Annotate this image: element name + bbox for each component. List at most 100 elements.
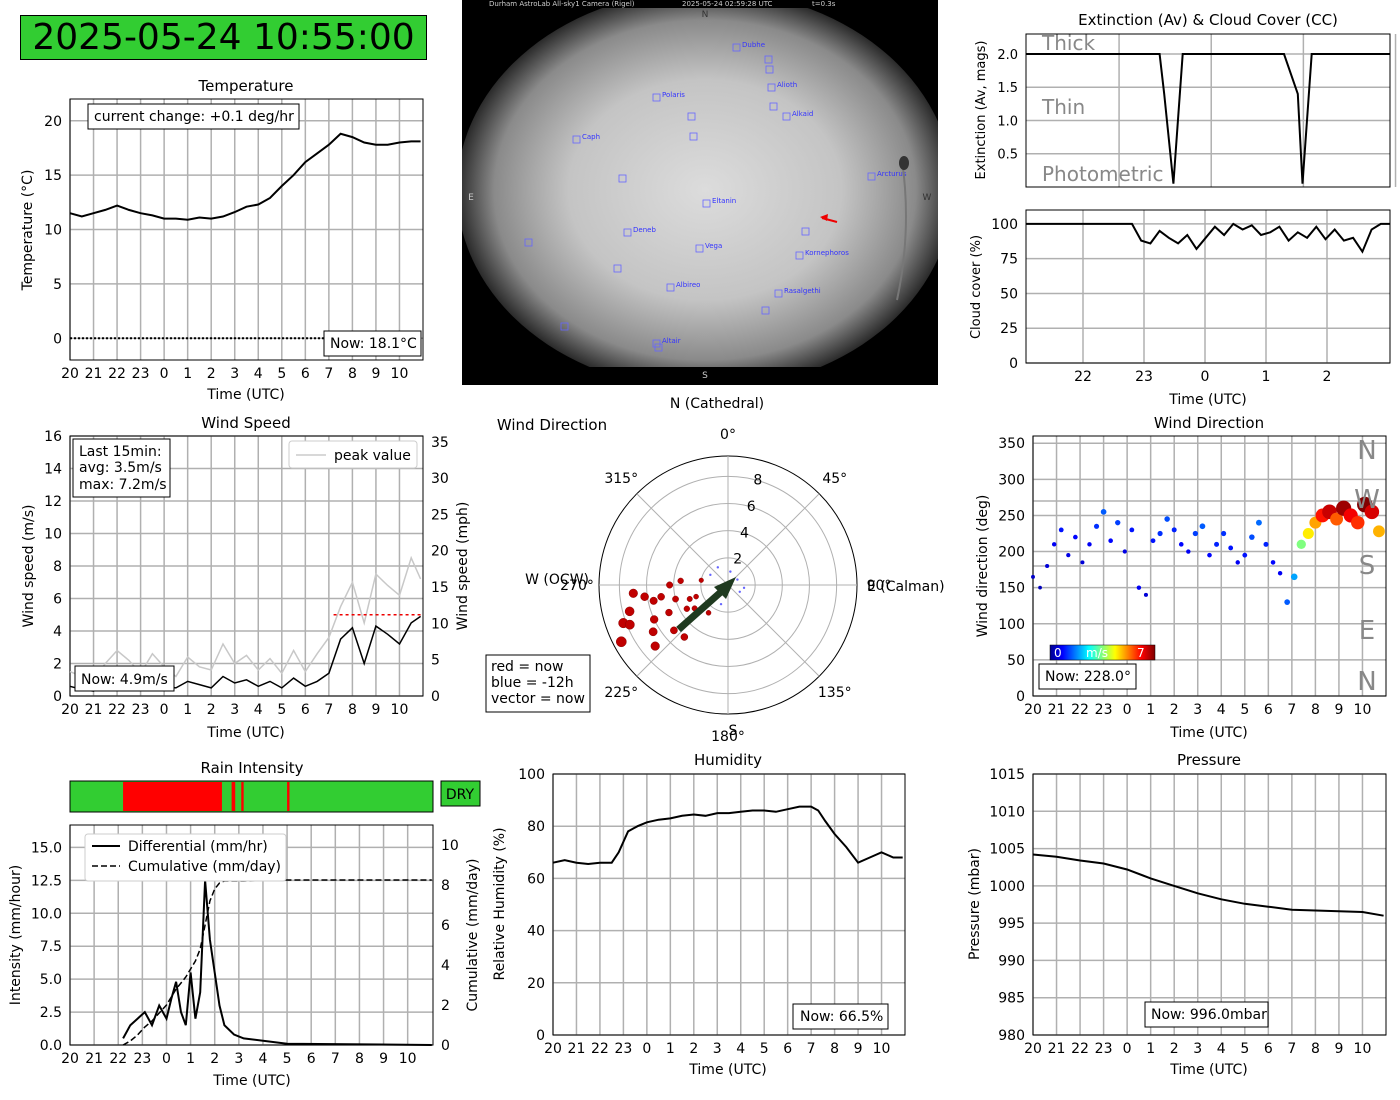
rain-ytick: 12.5 <box>31 873 62 889</box>
polar-point <box>742 586 746 590</box>
hum-xtick: 5 <box>760 1041 769 1057</box>
wind-dir-point <box>1249 534 1255 540</box>
wind-dir-point <box>1302 527 1314 540</box>
ws-xtick: 7 <box>324 702 333 718</box>
wd-ytick: 300 <box>998 472 1025 488</box>
pres-xtick: 2 <box>1170 1041 1179 1057</box>
temp-ytick: 15 <box>44 168 62 184</box>
wind-dir-point <box>1263 541 1269 547</box>
pressure-series <box>1032 853 1384 917</box>
wind-now-label: Now: 4.9m/s <box>81 672 168 688</box>
polar-legend-2: blue = -12h <box>491 675 574 691</box>
temp-xtick: 23 <box>132 366 150 382</box>
rain-xtick: 8 <box>355 1051 364 1067</box>
rain-legend-cum: Cumulative (mm/day) <box>128 859 281 875</box>
humidity-series <box>552 805 903 866</box>
temperature-change-label: current change: +0.1 deg/hr <box>94 109 294 125</box>
compass-n-bottom: N <box>1357 667 1376 697</box>
wind-dir-point <box>1373 525 1385 538</box>
wind-dir-point <box>1330 512 1344 526</box>
colorbar-max: 7 <box>1137 646 1145 660</box>
rain-interval <box>231 782 236 811</box>
wd-ytick: 0 <box>1016 689 1025 705</box>
ws-ytick-right: 0 <box>431 689 440 705</box>
sky-compass-s: S <box>702 371 708 381</box>
sky-header: Durham AstroLab All-sky1 Camera (Rigel) <box>489 0 635 8</box>
ws-xtick: 9 <box>371 702 380 718</box>
polar-legend-1: red = now <box>491 659 563 675</box>
rain-xtick: 22 <box>109 1051 127 1067</box>
temp-xtick: 21 <box>85 366 103 382</box>
wind-vector-head <box>714 577 736 599</box>
rain-status-bar <box>69 780 434 813</box>
pres-xtick: 4 <box>1217 1041 1226 1057</box>
rain-ytick: 2.5 <box>40 1005 62 1021</box>
temp-xtick: 1 <box>183 366 192 382</box>
wind-dir-point <box>1221 530 1227 537</box>
polar-point <box>648 627 658 637</box>
wind-dir-point <box>1255 519 1262 526</box>
rain-differential-series <box>122 880 432 1046</box>
wind-xlabel: Time (UTC) <box>206 725 284 741</box>
extinction-thick-label: Thick <box>1041 31 1095 55</box>
rain-interval <box>241 782 244 811</box>
wind-dir-point <box>1143 592 1148 597</box>
rain-ytick: 10.0 <box>31 906 62 922</box>
star-marker <box>765 65 774 74</box>
polar-ring-label: 8 <box>753 473 762 489</box>
hum-xtick: 20 <box>544 1041 562 1057</box>
star-marker <box>560 322 569 331</box>
star-marker <box>782 112 791 121</box>
wind-dir-point <box>1357 496 1373 513</box>
ws-ytick-right: 15 <box>431 580 449 596</box>
polar-angle-label: 45° <box>822 471 847 487</box>
ws-ytick: 16 <box>44 429 62 445</box>
pres-xtick: 9 <box>1334 1041 1343 1057</box>
temp-xtick: 3 <box>230 366 239 382</box>
wind-dir-point <box>1343 508 1358 523</box>
temp-xtick: 6 <box>301 366 310 382</box>
star-marker <box>767 83 776 92</box>
rain-xtick: 4 <box>258 1051 267 1067</box>
wd-xtick: 3 <box>1193 702 1202 718</box>
ws-xtick: 22 <box>108 702 126 718</box>
rain-ytick-right: 10 <box>441 838 459 854</box>
polar-point <box>672 595 679 603</box>
polar-point <box>698 577 704 583</box>
polar-point <box>709 573 712 577</box>
star-marker <box>524 238 533 247</box>
cloud-xtick: 2 <box>1323 369 1332 385</box>
wind-dir-point <box>1045 563 1050 569</box>
ws-ytick: 10 <box>44 527 62 543</box>
ws-ytick-right: 5 <box>431 653 440 669</box>
rain-ytick-right: 2 <box>441 998 450 1014</box>
pres-xtick: 10 <box>1354 1041 1372 1057</box>
polar-point <box>683 605 690 612</box>
ws-ytick: 4 <box>53 624 62 640</box>
cloud-ytick: 75 <box>1000 252 1018 268</box>
rain-ytick-right: 0 <box>441 1038 450 1054</box>
wind-dir-point <box>1150 538 1156 544</box>
star-marker <box>769 102 778 111</box>
hum-xtick: 4 <box>736 1041 745 1057</box>
star-marker <box>774 289 783 298</box>
wd-xtick: 2 <box>1170 702 1179 718</box>
wind-dir-now-label: Now: 228.0° <box>1045 669 1131 685</box>
humidity-ylabel: Relative Humidity (%) <box>492 827 508 980</box>
wind-dir-point <box>1192 530 1199 537</box>
ws-ytick-right: 25 <box>431 507 449 523</box>
wind-dir-point <box>1122 549 1127 554</box>
cloud-ytick: 0 <box>1009 356 1018 372</box>
compass-w: W <box>1354 485 1380 515</box>
wind-dir-point <box>1322 504 1337 520</box>
hum-ytick: 40 <box>527 924 545 940</box>
hum-xtick: 22 <box>591 1041 609 1057</box>
wd-ytick: 250 <box>998 508 1025 524</box>
ext-ytick: 2.0 <box>997 48 1018 63</box>
polar-point <box>738 590 741 593</box>
polar-point <box>719 602 723 606</box>
rain-ylabel: Intensity (mm/hour) <box>8 865 24 1005</box>
wind-dir-point <box>1087 542 1092 547</box>
wind-dir-point <box>1115 519 1121 526</box>
wind-dir-point <box>1296 539 1306 549</box>
